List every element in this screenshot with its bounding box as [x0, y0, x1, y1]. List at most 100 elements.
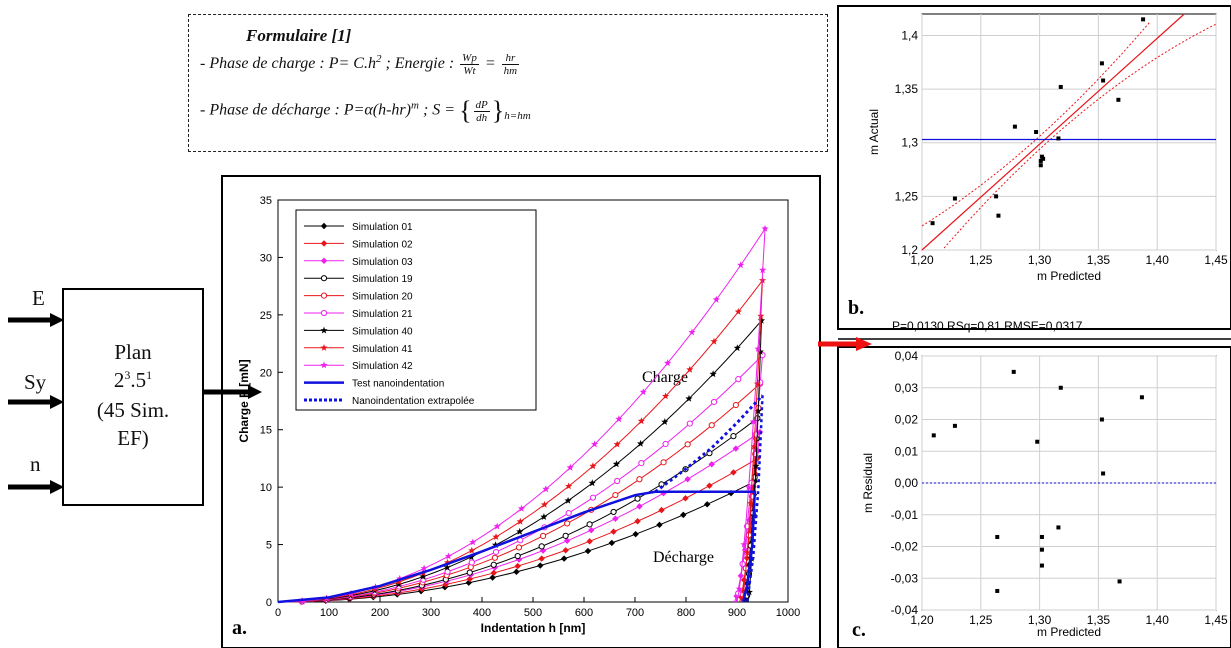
legend-marker — [320, 326, 328, 334]
data-point — [1141, 17, 1146, 22]
legend-marker — [320, 257, 328, 264]
data-point — [542, 485, 550, 493]
data-point — [610, 508, 617, 516]
annotation-charge: Charge — [642, 369, 688, 386]
data-point — [441, 584, 449, 591]
stiffness-derivative: dP dh — [473, 98, 490, 124]
data-point — [1038, 158, 1043, 163]
data-point — [709, 370, 717, 378]
data-point — [756, 348, 764, 355]
x-tick-label: 1,35 — [1087, 613, 1111, 627]
data-point — [638, 459, 645, 467]
x-tick-label: 1000 — [776, 607, 800, 619]
x-tick-label: 200 — [371, 607, 389, 619]
y-tick-label: 1,2 — [901, 243, 918, 257]
y-tick-label: 25 — [260, 310, 272, 322]
data-point — [443, 563, 451, 571]
y-tick-label: -0,03 — [891, 571, 919, 585]
data-point — [745, 483, 753, 491]
data-point — [419, 572, 427, 580]
panel-a-frame — [221, 175, 821, 648]
data-point — [732, 445, 740, 452]
data-point — [586, 521, 593, 528]
data-point — [661, 418, 669, 425]
legend-item: Simulation 42 — [304, 361, 413, 372]
panel-c-frame — [837, 346, 1231, 648]
x-tick-label: 600 — [575, 607, 593, 619]
x-tick-label: 1,45 — [1204, 253, 1228, 267]
legend-marker — [320, 222, 328, 230]
data-point — [589, 494, 597, 501]
data-point — [517, 504, 526, 512]
confidence-upper — [921, 21, 1151, 227]
data-point — [1099, 417, 1104, 422]
chart-b: 1,20 1,25 1,30 1,35 1,40 1,45 1,2 1,25 1,3 1,35 1,… — [867, 13, 1228, 333]
data-point — [588, 479, 596, 487]
data-point — [730, 433, 737, 440]
data-point — [562, 532, 569, 539]
y-axis-label: m Residual — [861, 453, 875, 513]
data-point — [468, 546, 476, 554]
data-point — [466, 569, 473, 576]
data-point — [727, 489, 735, 497]
y-tick-label: 0,01 — [895, 444, 919, 458]
legend-item: Simulation 21 — [304, 309, 413, 320]
data-point — [1099, 61, 1104, 66]
y-tick-label: 0,04 — [895, 349, 919, 363]
y-tick-label: 1,35 — [895, 82, 919, 96]
input-arrows — [8, 313, 64, 494]
y-tick-label: 0 — [266, 597, 272, 609]
data-point — [564, 496, 572, 504]
data-point — [745, 588, 753, 596]
x-tick-label: 1,25 — [969, 253, 993, 267]
panel-label-b: b. — [848, 297, 864, 319]
data-point — [396, 574, 404, 582]
data-point — [930, 221, 935, 226]
data-point — [615, 415, 623, 423]
x-tick-label: 1,30 — [1028, 613, 1052, 627]
data-point — [1056, 136, 1061, 141]
legend-marker — [320, 292, 328, 299]
data-point — [664, 359, 672, 367]
data-point — [493, 522, 501, 530]
x-tick-label: 1,30 — [1028, 253, 1052, 267]
plan-box: Plan 23.51 (45 Sim. EF) — [62, 288, 204, 506]
data-point — [444, 552, 453, 560]
data-point — [656, 521, 663, 529]
data-point — [761, 224, 769, 232]
x-tick-label: 0 — [275, 607, 281, 619]
data-point — [952, 423, 957, 428]
data-point — [489, 574, 496, 581]
unload-curve — [736, 228, 766, 603]
data-point — [754, 407, 762, 415]
data-point — [420, 564, 428, 572]
legend-item: Simulation 02 — [304, 239, 413, 250]
data-point — [513, 568, 520, 576]
data-point — [682, 495, 689, 502]
x-tick-label: 700 — [626, 607, 644, 619]
data-point — [639, 388, 647, 396]
data-point — [680, 511, 687, 519]
input-E: E — [32, 286, 45, 310]
data-point — [1039, 534, 1044, 539]
data-point — [612, 460, 621, 468]
data-point — [1012, 124, 1017, 129]
data-point — [703, 501, 711, 508]
x-tick-label: 1,35 — [1087, 253, 1111, 267]
data-point — [515, 556, 523, 563]
legend-item: Simulation 19 — [304, 274, 413, 285]
panel-label-a: a. — [232, 617, 247, 639]
data-point — [734, 308, 742, 315]
data-point — [516, 517, 524, 525]
data-point — [564, 520, 571, 527]
data-point — [612, 515, 619, 522]
data-point — [565, 510, 572, 517]
data-point — [684, 441, 691, 448]
chart-a: 0 100 200 300 400 500 600 700 800 900 1000 0 5 10 15 20… — [237, 195, 800, 635]
depth-ratio: hr hm — [501, 52, 520, 77]
y-tick-label: 35 — [260, 195, 272, 207]
data-point — [995, 588, 1000, 593]
data-point — [634, 495, 641, 502]
legend-label: Simulation 03 — [352, 257, 413, 268]
